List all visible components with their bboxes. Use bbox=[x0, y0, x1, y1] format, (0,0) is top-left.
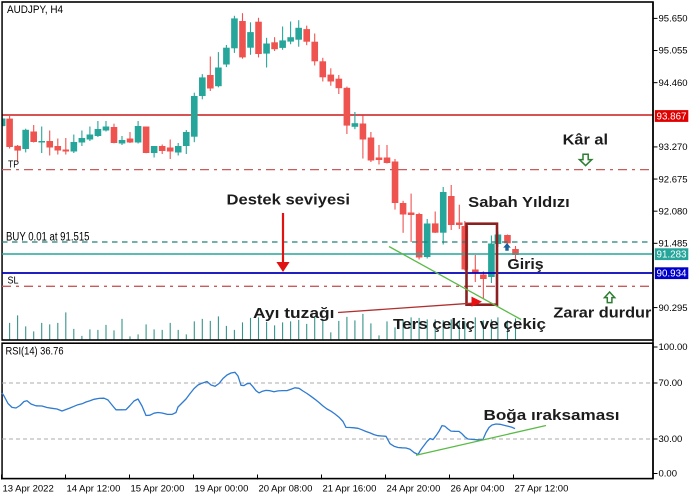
svg-text:AUDJPY, H4: AUDJPY, H4 bbox=[7, 4, 63, 16]
svg-text:0.00: 0.00 bbox=[659, 469, 678, 480]
svg-text:95.055: 95.055 bbox=[659, 46, 688, 57]
svg-text:RSI(14) 36.76: RSI(14) 36.76 bbox=[6, 345, 64, 357]
svg-text:91.485: 91.485 bbox=[659, 239, 688, 250]
svg-text:Boğa ıraksaması: Boğa ıraksaması bbox=[484, 407, 620, 424]
svg-text:15 Apr 20:00: 15 Apr 20:00 bbox=[131, 484, 185, 495]
svg-text:Giriş: Giriş bbox=[507, 256, 543, 273]
svg-text:30.00: 30.00 bbox=[659, 434, 683, 445]
svg-text:21 Apr 16:00: 21 Apr 16:00 bbox=[323, 484, 377, 495]
svg-text:SL: SL bbox=[8, 276, 19, 287]
svg-text:100.00: 100.00 bbox=[659, 342, 688, 353]
svg-text:95.650: 95.650 bbox=[659, 14, 688, 25]
svg-text:92.675: 92.675 bbox=[659, 174, 688, 185]
svg-text:BUY 0.01 at 91.515: BUY 0.01 at 91.515 bbox=[6, 231, 90, 243]
svg-text:70.00: 70.00 bbox=[659, 378, 683, 389]
svg-text:94.460: 94.460 bbox=[659, 78, 688, 89]
svg-text:27 Apr 12:00: 27 Apr 12:00 bbox=[515, 484, 569, 495]
svg-text:Sabah Yıldızı: Sabah Yıldızı bbox=[468, 194, 570, 211]
svg-text:13 Apr 2022: 13 Apr 2022 bbox=[3, 484, 54, 495]
svg-text:14 Apr 12:00: 14 Apr 12:00 bbox=[67, 484, 121, 495]
svg-text:90.934: 90.934 bbox=[657, 269, 688, 280]
svg-text:Destek seviyesi: Destek seviyesi bbox=[227, 192, 351, 209]
svg-text:19 Apr 00:00: 19 Apr 00:00 bbox=[195, 484, 249, 495]
svg-text:93.270: 93.270 bbox=[659, 142, 688, 153]
svg-text:Zarar durdur: Zarar durdur bbox=[553, 305, 651, 322]
svg-text:91.283: 91.283 bbox=[657, 250, 688, 261]
svg-text:20 Apr 08:00: 20 Apr 08:00 bbox=[259, 484, 313, 495]
svg-text:TP: TP bbox=[8, 160, 19, 171]
svg-text:Kâr al: Kâr al bbox=[563, 132, 608, 149]
svg-text:24 Apr 20:00: 24 Apr 20:00 bbox=[387, 484, 441, 495]
svg-text:Ters çekiç ve çekiç: Ters çekiç ve çekiç bbox=[393, 316, 546, 333]
svg-text:93.867: 93.867 bbox=[657, 111, 687, 122]
svg-text:90.295: 90.295 bbox=[659, 303, 688, 314]
svg-text:92.080: 92.080 bbox=[659, 206, 688, 217]
svg-text:26 Apr 04:00: 26 Apr 04:00 bbox=[451, 484, 505, 495]
svg-text:Ayı tuzağı: Ayı tuzağı bbox=[253, 305, 335, 322]
